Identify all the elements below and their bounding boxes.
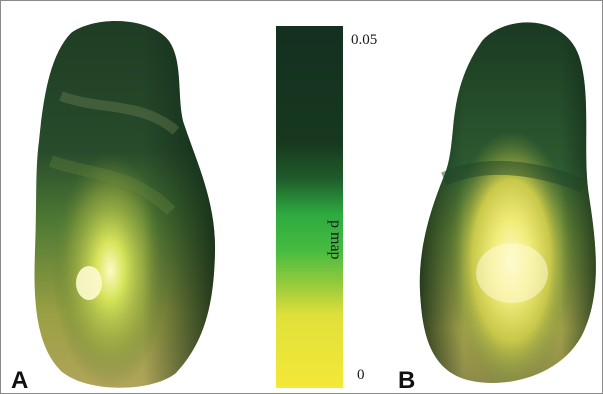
colorbar-title: p map bbox=[327, 220, 344, 260]
surface-render-b bbox=[419, 22, 596, 383]
colorbar-min-label: 0 bbox=[357, 367, 365, 383]
surface-render-a bbox=[34, 21, 216, 388]
panel-label-a: A bbox=[11, 367, 29, 394]
colorbar bbox=[276, 26, 343, 388]
colorbar-max-label: 0.05 bbox=[351, 32, 378, 48]
panel-label-b: B bbox=[398, 367, 416, 394]
